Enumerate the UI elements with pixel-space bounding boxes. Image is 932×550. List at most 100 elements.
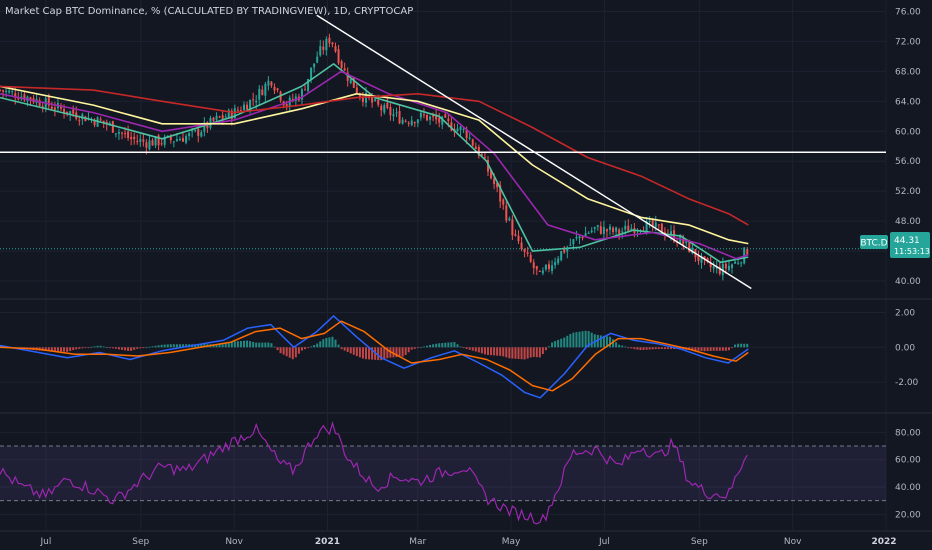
moving-average-line	[0, 85, 749, 245]
candle-body	[233, 108, 236, 119]
macd-histogram-bar	[517, 347, 520, 360]
candle-body	[334, 46, 337, 52]
macd-histogram-bar	[520, 347, 523, 360]
candle-body	[532, 262, 535, 268]
macd-histogram-bar	[392, 347, 395, 358]
candle-body	[142, 139, 145, 142]
candle-body	[340, 61, 343, 68]
candle-body	[660, 223, 663, 234]
macd-histogram-bar	[313, 344, 316, 348]
candle-body	[365, 92, 367, 103]
macd-histogram-bar	[523, 347, 526, 360]
macd-histogram-bar	[175, 344, 178, 348]
macd-histogram-bar	[200, 344, 203, 348]
macd-histogram-bar	[581, 331, 584, 348]
macd-histogram-bar	[724, 347, 727, 351]
macd-histogram-bar	[133, 347, 136, 350]
candle-body	[343, 68, 346, 71]
x-tick-label: Jul	[39, 537, 51, 547]
candle-body	[227, 110, 230, 118]
candle-body	[688, 240, 691, 253]
y-tick-label: 56.00	[895, 157, 921, 167]
candle-body	[480, 154, 483, 156]
macd-histogram-bar	[227, 342, 230, 348]
macd-histogram-bar	[694, 347, 697, 351]
candle-body	[737, 262, 740, 264]
candle-body	[246, 104, 249, 110]
candle-body	[581, 236, 584, 239]
macd-histogram-bar	[236, 341, 239, 348]
candle-body	[352, 76, 355, 88]
y-tick-label: 72.00	[895, 37, 921, 47]
candle-body	[322, 46, 325, 50]
macd-histogram-bar	[99, 345, 102, 348]
x-tick-label: Sep	[691, 537, 708, 547]
candle-body	[682, 238, 685, 245]
macd-histogram-bar	[490, 347, 493, 356]
candle-body	[410, 120, 413, 126]
price-tag[interactable]: BTC.D 44.31 11:53:13	[860, 232, 930, 258]
macd-histogram-bar	[127, 347, 130, 351]
macd-histogram-bar	[243, 340, 245, 348]
candle-body	[404, 120, 407, 122]
rsi-panel	[0, 421, 886, 525]
macd-histogram-bar	[154, 345, 157, 348]
last-price: 44.31	[894, 236, 920, 246]
macd-histogram-bar	[163, 344, 166, 348]
macd-histogram-bar	[462, 347, 465, 349]
macd-histogram-bar	[108, 347, 111, 349]
candle-body	[337, 49, 340, 64]
macd-histogram-bar	[474, 347, 477, 352]
y-tick-label: 0.00	[895, 343, 915, 353]
candle-body	[456, 128, 459, 132]
x-tick-label: Nov	[784, 537, 802, 547]
macd-histogram-bar	[239, 341, 242, 348]
macd-histogram-bar	[660, 347, 663, 349]
macd-histogram-bar	[258, 342, 261, 348]
candle-body	[191, 130, 194, 132]
candle-body	[630, 228, 633, 231]
macd-histogram-bar	[261, 342, 264, 348]
macd-histogram-bar	[416, 347, 419, 349]
macd-histogram-bar	[148, 346, 151, 348]
macd-histogram-bar	[365, 347, 367, 360]
macd-panel	[0, 315, 749, 399]
macd-histogram-bar	[441, 342, 444, 348]
macd-histogram-bar	[508, 347, 511, 359]
candle-body	[590, 230, 593, 233]
macd-histogram-bar	[599, 335, 602, 348]
candle-body	[325, 38, 328, 51]
macd-histogram-bar	[541, 347, 544, 355]
macd-histogram-bar	[346, 347, 349, 352]
y-tick-label: 60.00	[895, 456, 921, 466]
candle-body	[17, 98, 20, 100]
y-tick-label: 40.00	[895, 483, 921, 493]
macd-histogram-bar	[712, 347, 715, 351]
candle-body	[215, 115, 218, 120]
candle-body	[502, 199, 505, 205]
candle-body	[584, 233, 587, 237]
candle-body	[221, 115, 224, 119]
candle-body	[169, 136, 172, 141]
macd-histogram-bar	[703, 347, 706, 352]
macd-line	[0, 315, 749, 399]
macd-histogram-bar	[395, 347, 398, 358]
candle-body	[441, 116, 444, 125]
macd-histogram-bar	[75, 347, 78, 350]
candle-body	[133, 136, 136, 140]
candle-body	[435, 115, 438, 120]
macd-histogram-bar	[331, 336, 334, 348]
candle-body	[599, 226, 602, 234]
candle-body	[127, 131, 130, 138]
candle-body	[182, 138, 184, 142]
macd-histogram-bar	[386, 347, 389, 359]
candle-body	[276, 88, 279, 91]
x-tick-label: Mar	[409, 537, 426, 547]
candle-body	[419, 112, 422, 118]
bar-countdown: 11:53:13	[894, 247, 930, 256]
macd-histogram-bar	[249, 341, 252, 348]
macd-histogram-bar	[514, 347, 517, 359]
candle-body	[285, 104, 288, 107]
